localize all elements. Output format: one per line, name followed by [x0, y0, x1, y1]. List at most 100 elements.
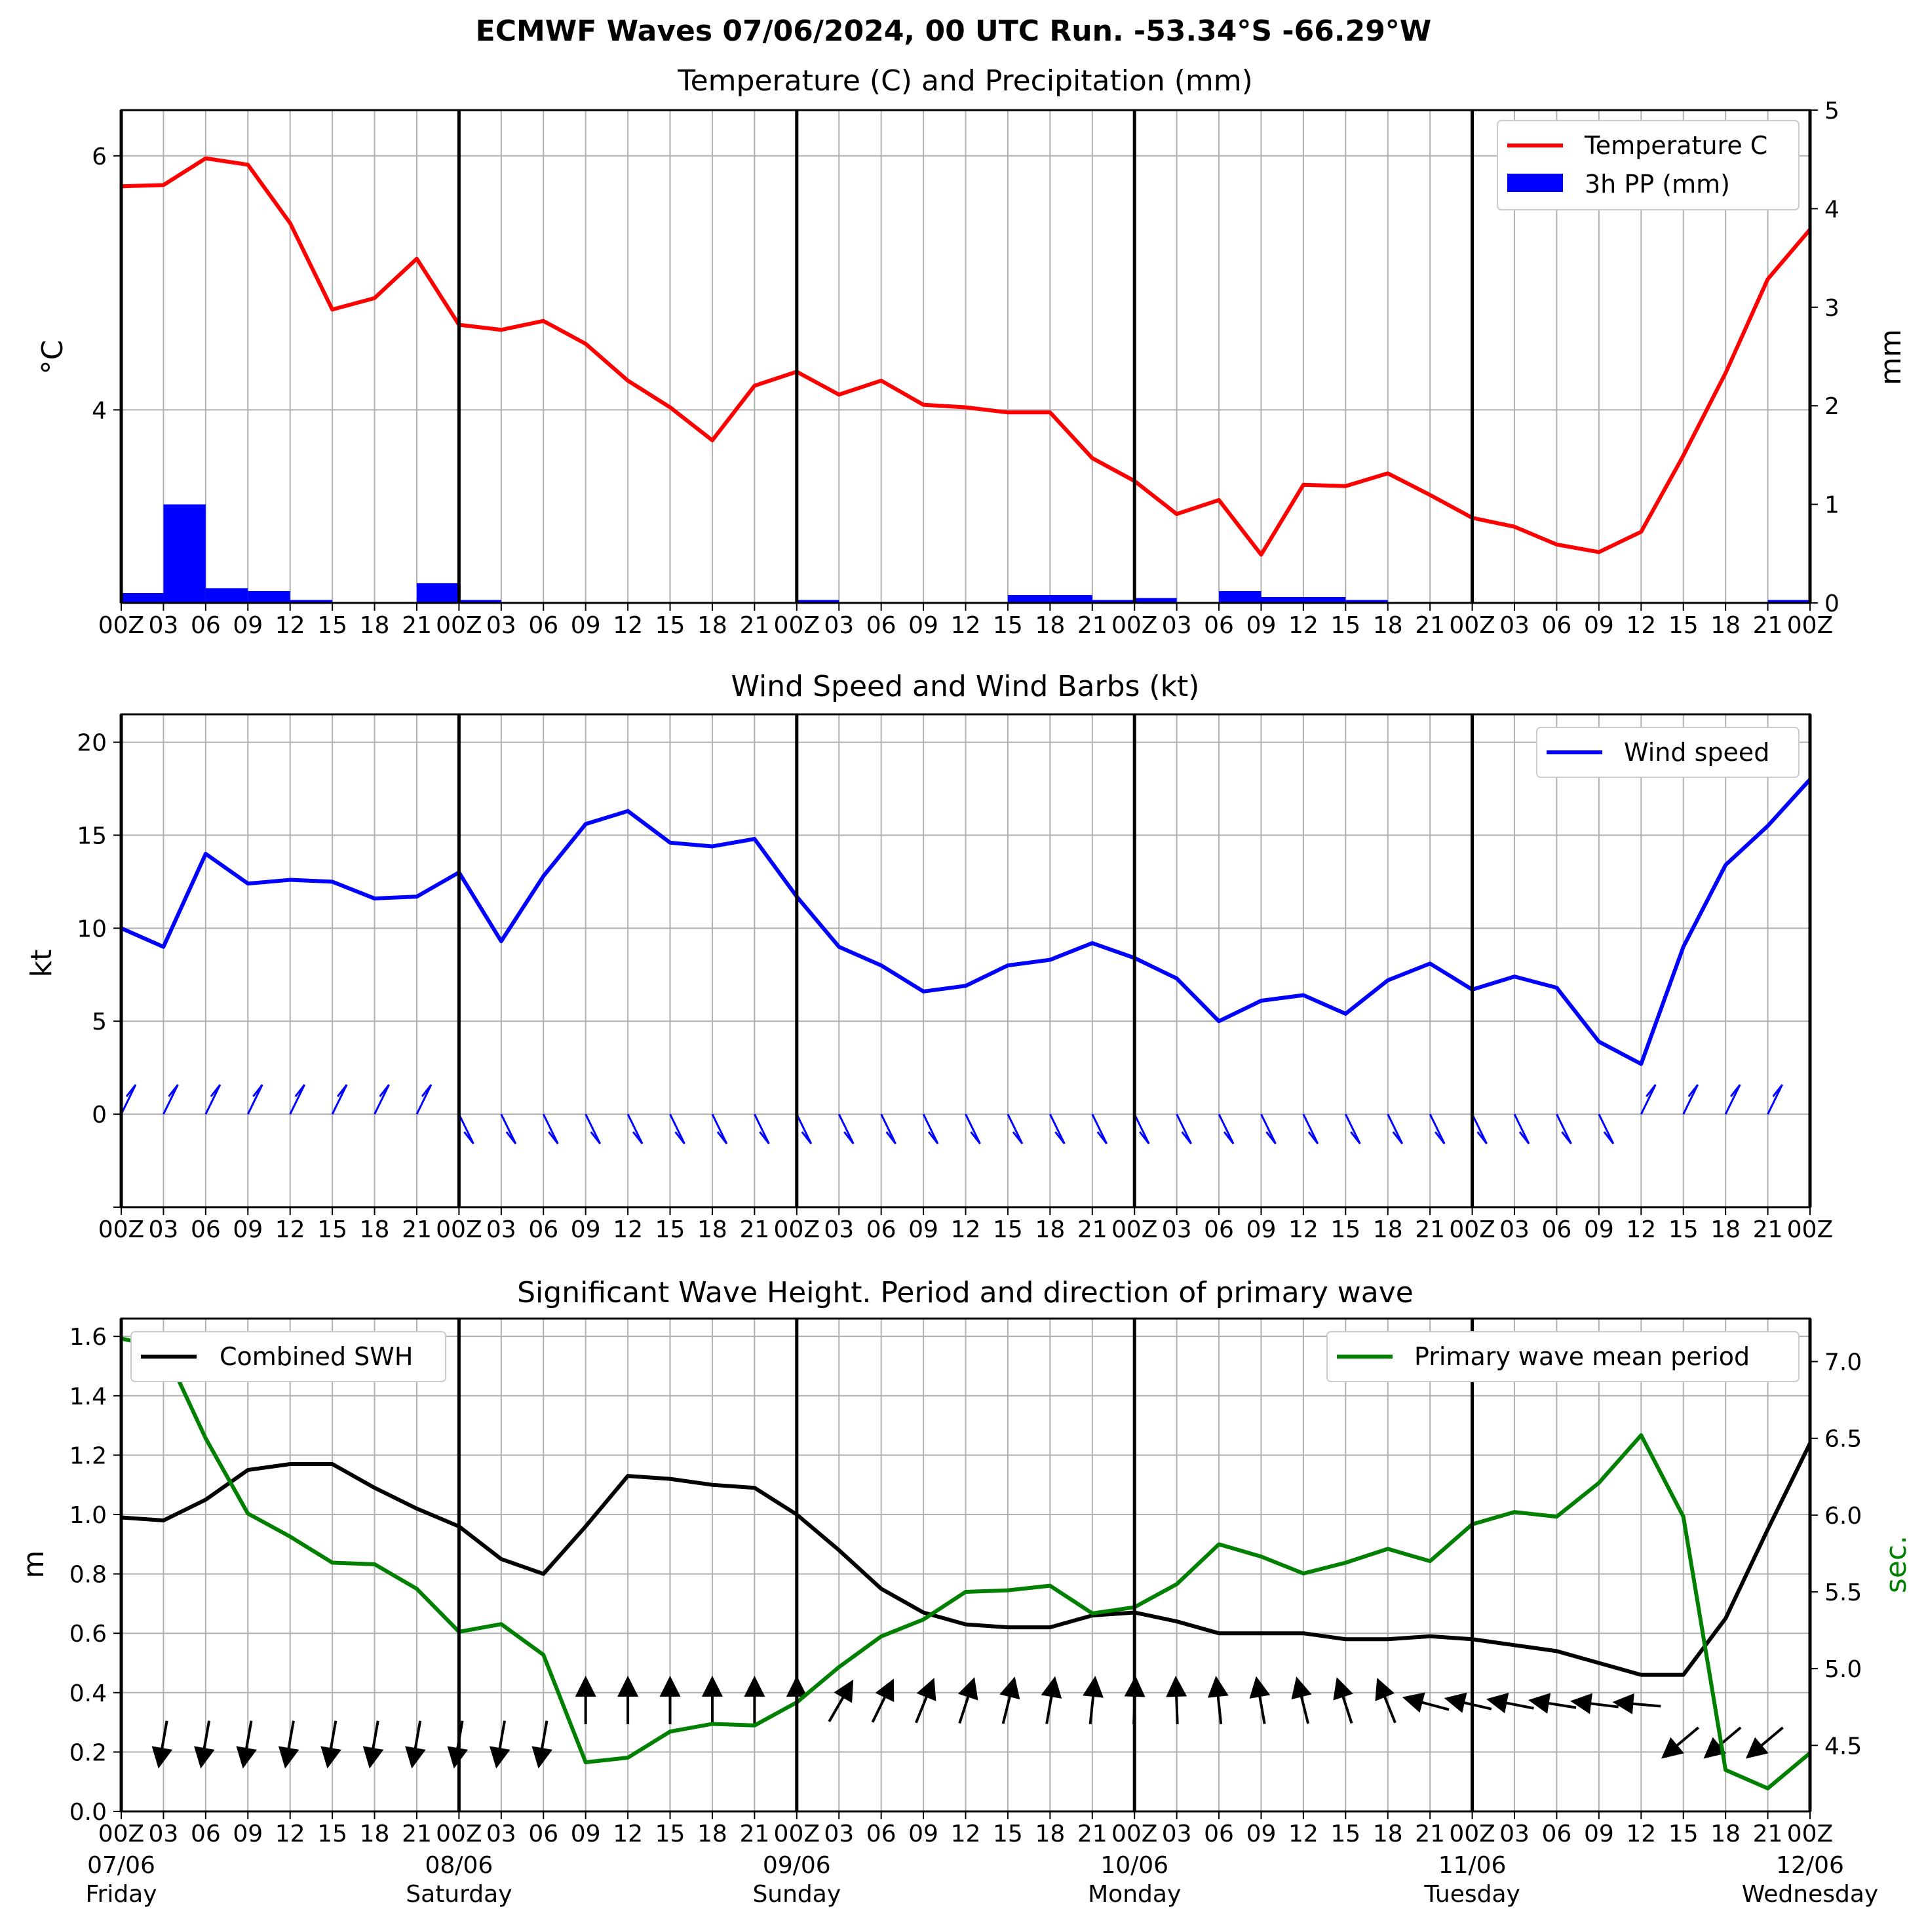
day-date-label: 07/06	[87, 1852, 155, 1879]
wind-barb	[965, 1113, 981, 1144]
wind-barb-flag	[1265, 1131, 1277, 1145]
wave-direction-arrowhead	[1745, 1737, 1769, 1759]
day-date-label: 11/06	[1438, 1852, 1507, 1879]
xtick-label: 06	[528, 612, 558, 639]
xtick-label: 18	[697, 612, 727, 639]
wave-direction-arrowhead	[1486, 1692, 1509, 1714]
wave-direction-arrowhead	[1291, 1676, 1312, 1700]
day-date-label: 09/06	[763, 1852, 831, 1879]
legend-period-label: Primary wave mean period	[1414, 1342, 1750, 1371]
panel2-ylabel: kt	[25, 950, 58, 978]
xtick-label: 06	[528, 1216, 558, 1243]
xtick-label: 15	[655, 1821, 685, 1847]
xtick-label: 00Z	[1111, 612, 1157, 639]
xtick-label: 00Z	[98, 1216, 144, 1243]
xtick-label: 06	[191, 612, 221, 639]
wave-direction-arrowhead	[1375, 1678, 1395, 1701]
xtick-label: 15	[993, 612, 1023, 639]
xtick-label: 15	[317, 612, 347, 639]
xtick-label: 21	[1753, 1216, 1783, 1243]
y2tick-label: 6.0	[1824, 1503, 1862, 1530]
xtick-label: 18	[1373, 612, 1403, 639]
wind-barb-flag	[590, 1131, 601, 1145]
precip-bar	[1134, 598, 1177, 603]
xtick-label: 06	[191, 1216, 221, 1243]
panel2-legend: Wind speed	[1536, 727, 1800, 778]
wind-barb	[1513, 1113, 1530, 1144]
panel3-y2label: sec.	[1879, 1536, 1913, 1593]
xtick-label: 09	[571, 1821, 601, 1847]
day-name-label: Friday	[85, 1881, 157, 1908]
xtick-label: 21	[402, 1821, 432, 1847]
xtick-label: 03	[486, 1821, 516, 1847]
wind-barb	[500, 1113, 517, 1144]
xtick-label: 15	[1668, 612, 1699, 639]
xtick-label: 03	[824, 1821, 854, 1847]
xtick-label: 09	[1246, 612, 1277, 639]
xtick-label: 06	[1204, 1216, 1234, 1243]
ytick-label: 0.8	[69, 1562, 107, 1589]
y2tick-label: 4.5	[1824, 1733, 1862, 1760]
xtick-label: 15	[1668, 1821, 1699, 1847]
wind-barb	[204, 1084, 221, 1115]
wind-barb	[1471, 1113, 1488, 1144]
xtick-label: 00Z	[1449, 1216, 1495, 1243]
wind-barb-flag	[1096, 1131, 1107, 1145]
xtick-label: 21	[739, 612, 769, 639]
xtick-label: 06	[866, 612, 896, 639]
ytick-label: 0	[92, 1102, 107, 1129]
xtick-label: 06	[1542, 612, 1572, 639]
xtick-label: 21	[402, 612, 432, 639]
wind-barb	[246, 1084, 263, 1115]
xtick-label: 00Z	[1449, 1821, 1495, 1847]
precip-bar	[416, 583, 459, 603]
ytick-label: 6	[92, 144, 107, 170]
xtick-label: 09	[1584, 1216, 1614, 1243]
wind-barb	[1049, 1113, 1066, 1144]
wind-barb-flag	[716, 1131, 728, 1145]
wave-direction-arrowhead	[1570, 1693, 1592, 1714]
xtick-label: 12	[1626, 1216, 1656, 1243]
y2tick-label: 5	[1824, 98, 1839, 125]
xtick-label: 06	[1204, 1821, 1234, 1847]
ytick-label: 4	[92, 397, 107, 424]
xtick-label: 00Z	[774, 612, 820, 639]
wind-barb-flag	[1772, 1084, 1783, 1098]
temperature-precip-panel: Temperature (C) and Precipitation (mm) 4…	[36, 64, 1908, 639]
xtick-label: 12	[275, 612, 305, 639]
xtick-label: 09	[1584, 612, 1614, 639]
xtick-label: 06	[866, 1216, 896, 1243]
xtick-label: 18	[1710, 1821, 1741, 1847]
y2tick-label: 3	[1824, 295, 1839, 322]
xtick-label: 03	[486, 1216, 516, 1243]
xtick-label: 21	[1077, 1216, 1107, 1243]
xtick-label: 18	[1710, 1216, 1741, 1243]
legend-precip-swatch	[1507, 174, 1563, 192]
precip-bar	[1092, 600, 1135, 603]
ytick-label: 0.4	[69, 1680, 107, 1707]
legend-precip-label: 3h PP (mm)	[1585, 170, 1730, 199]
xtick-label: 18	[1035, 1821, 1065, 1847]
xtick-label: 06	[1542, 1821, 1572, 1847]
wave-direction-arrowhead	[575, 1675, 596, 1697]
wind-barb-flag	[463, 1131, 474, 1145]
wind-barb-flag	[125, 1084, 137, 1098]
wave-direction-arrowhead	[1661, 1737, 1684, 1759]
wind-barb-flag	[210, 1084, 221, 1098]
xtick-label: 21	[739, 1216, 769, 1243]
wind-barb-flag	[421, 1084, 433, 1098]
xtick-label: 21	[402, 1216, 432, 1243]
xtick-label: 09	[1246, 1821, 1277, 1847]
wind-barb	[120, 1084, 137, 1115]
wave-direction-arrowhead	[744, 1675, 765, 1697]
xtick-label: 21	[1415, 612, 1445, 639]
xtick-label: 09	[1246, 1216, 1277, 1243]
xtick-label: 12	[1626, 612, 1656, 639]
wind-barb-flag	[1139, 1131, 1150, 1145]
panel3-ylabel: m	[17, 1551, 50, 1579]
wind-barb-flag	[1223, 1131, 1235, 1145]
wind-barb-flag	[1561, 1131, 1572, 1145]
xtick-label: 18	[697, 1821, 727, 1847]
ytick-label: 0.6	[69, 1621, 107, 1648]
